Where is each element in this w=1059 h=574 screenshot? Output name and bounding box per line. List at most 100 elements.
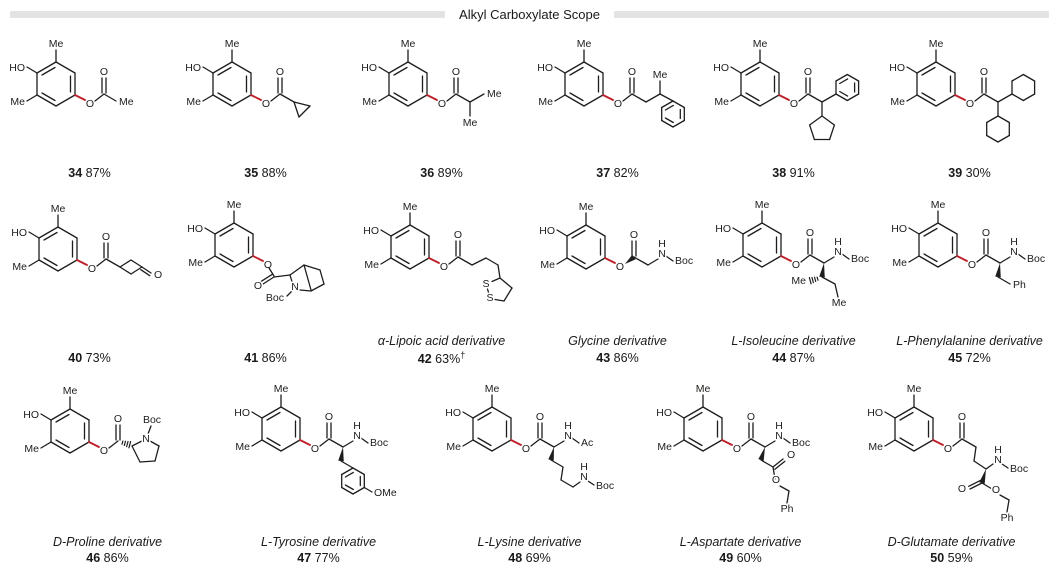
compound-label-34: 34 87% [68, 165, 110, 181]
compound-number-yield: 48 69% [508, 551, 551, 566]
molecule-35: Me HO Me O O [183, 37, 311, 118]
bond [840, 253, 850, 260]
compound-cell-48: Me HO Me O O N H Ac N H Boc L-Lysine derivative 48 6… [424, 377, 635, 567]
atom-label: HO [656, 407, 672, 419]
bond [95, 258, 107, 267]
molecule-38: Me HO Me O O [711, 37, 859, 141]
bond [917, 222, 939, 235]
atom-label: O [437, 98, 445, 110]
bond [389, 257, 411, 270]
wedge-bond [994, 263, 1001, 278]
atom-label: Me [235, 441, 250, 453]
bond [298, 289, 312, 292]
bond [73, 94, 86, 101]
atom-label: Ac [581, 437, 593, 449]
bond [379, 257, 392, 265]
bond [571, 437, 580, 444]
bond [280, 406, 301, 419]
bond [75, 259, 88, 267]
bond [232, 255, 254, 268]
compound-cell-35: Me HO Me O O 35 88% [178, 28, 354, 181]
compound-number-yield: 34 87% [68, 166, 111, 180]
bond [456, 256, 473, 266]
atom-label: Me [791, 275, 806, 287]
atom-label: Me [716, 257, 731, 269]
bond [302, 264, 312, 291]
atom-label: O [114, 413, 122, 425]
fragment-ester: O [108, 411, 124, 449]
atom-label: O [99, 66, 107, 78]
bond [427, 257, 440, 265]
bond [530, 438, 541, 447]
atom-label: Me [657, 441, 672, 453]
structure-38: Me HO Me O O [711, 37, 859, 141]
header-rule-left [10, 11, 446, 18]
atom-label: HO [234, 407, 250, 419]
bond [218, 253, 234, 263]
bond [917, 255, 939, 268]
structure-36: Me HO Me O O Me Me [359, 37, 502, 131]
bond [932, 438, 944, 446]
bond [484, 257, 499, 266]
atom-label: Me [538, 96, 553, 108]
atom-label: H [353, 420, 361, 432]
fragment-cyclohexyl_ur [1010, 73, 1035, 102]
bond [750, 438, 766, 448]
atom-label: O [629, 229, 637, 241]
bond [266, 437, 281, 447]
atom-label: H [658, 238, 666, 250]
bond [251, 439, 263, 447]
atom-label: N [775, 430, 783, 442]
compound-number-yield: 42 63%† [417, 349, 466, 366]
bond [764, 440, 776, 448]
compound-number-yield: 39 30% [948, 166, 991, 180]
bond [846, 73, 859, 82]
bond [387, 61, 409, 74]
compound-name [68, 333, 110, 349]
fragment-phenyl_ur [834, 73, 859, 102]
bond [139, 460, 156, 463]
bond [721, 438, 733, 446]
structure-37: Me HO Me O O Me [535, 37, 685, 128]
atom-label: Me [831, 297, 846, 309]
bond [553, 440, 565, 448]
bond [491, 439, 512, 452]
atom-label: O [805, 227, 813, 239]
bond [644, 93, 661, 103]
bond [50, 441, 71, 454]
bond [131, 440, 143, 447]
bond [560, 466, 564, 481]
fragment-ester: O [741, 409, 757, 447]
bond [37, 226, 59, 239]
bond [582, 61, 604, 74]
atom-label: N [834, 246, 842, 258]
atom-label: O [981, 227, 989, 239]
structure-50: Me HO Me O O NH Boc O O Ph [866, 381, 1030, 525]
bond [688, 411, 703, 421]
bond [563, 61, 585, 74]
fragment-phenyl_d [660, 100, 685, 128]
bond [683, 439, 704, 452]
bond [40, 413, 52, 421]
compound-cell-41: Me HO Me O O N Boc 41 86% [178, 191, 354, 367]
molecule-36: Me HO Me O O Me Me [359, 37, 502, 131]
bond [477, 411, 492, 421]
bond [272, 274, 291, 278]
bond [363, 486, 373, 493]
bond [786, 490, 790, 504]
atom-label: O [958, 483, 966, 495]
bond [218, 228, 234, 237]
atom-label: O [733, 443, 741, 455]
compound-label-47: L-Tyrosine derivative 47 77% [261, 534, 376, 567]
fragment-ester: O [530, 409, 546, 447]
atom-label: Boc [675, 255, 693, 267]
bond [69, 441, 90, 454]
bond [570, 255, 586, 265]
molecule-43: Me HO Me O O NH Boc [537, 200, 694, 275]
atom-label: H [580, 461, 588, 473]
bond [140, 266, 152, 274]
bond [894, 406, 915, 419]
compound-label-48: L-Lysine derivative 48 69% [478, 534, 582, 567]
